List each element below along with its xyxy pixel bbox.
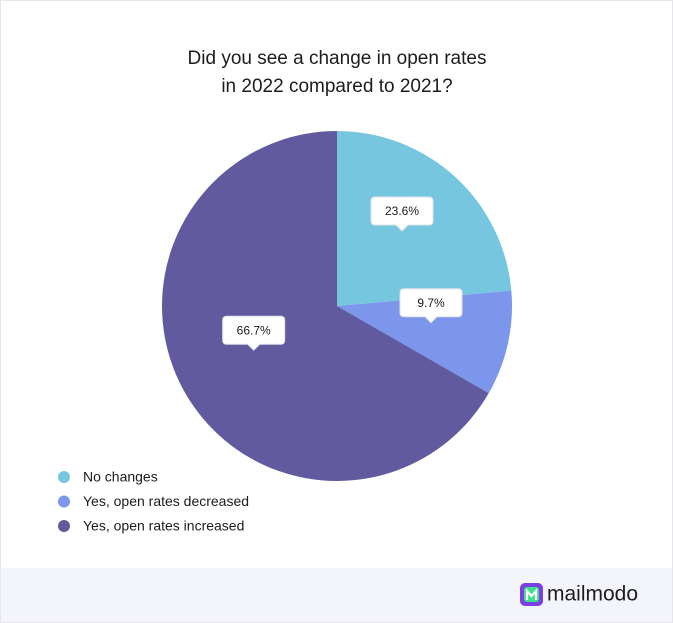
legend-label: No changes (83, 469, 158, 485)
callout-box (222, 315, 286, 351)
data-callout: 9.7% (399, 288, 463, 324)
data-label: 66.7% (237, 323, 271, 337)
data-callout: 66.7% (222, 315, 286, 351)
footer (1, 568, 672, 622)
logo-mark (525, 588, 538, 600)
pie-slice (337, 290, 513, 394)
callout-box (399, 288, 463, 324)
data-callout: 23.6% (370, 196, 434, 232)
data-label: 23.6% (385, 204, 419, 218)
legend-label: Yes, open rates increased (83, 518, 244, 534)
pie-slice (162, 131, 489, 481)
callout-box (370, 196, 434, 232)
brand-logo: mailmodo (520, 583, 638, 606)
data-label: 9.7% (417, 296, 445, 310)
chart-title: in 2022 compared to 2021? (221, 76, 452, 97)
legend-label: Yes, open rates decreased (83, 493, 249, 509)
legend-marker (58, 520, 70, 532)
brand-name: mailmodo (547, 583, 638, 606)
legend-marker (58, 471, 70, 483)
legend-marker (58, 495, 70, 508)
chart-title: Did you see a change in open rates (188, 48, 487, 69)
